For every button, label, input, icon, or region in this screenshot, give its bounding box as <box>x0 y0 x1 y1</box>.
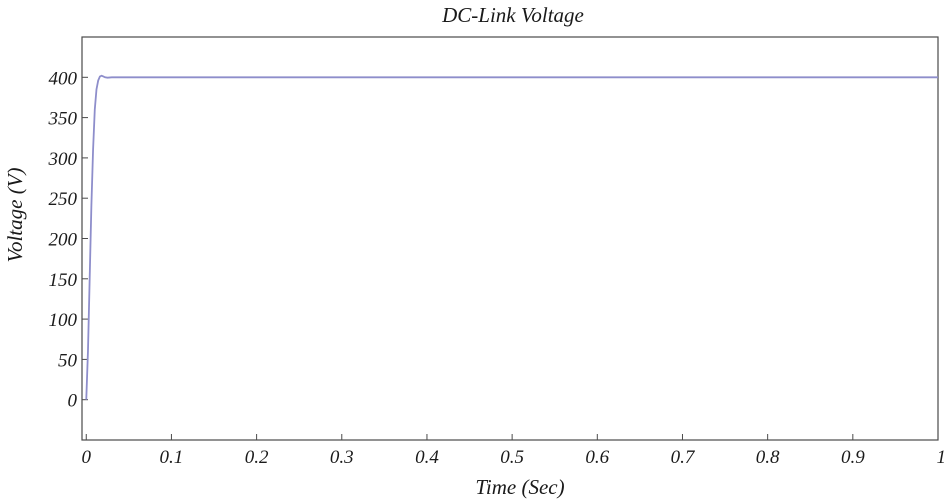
x-tick-label: 0.5 <box>500 447 524 468</box>
y-tick-label: 100 <box>49 310 78 331</box>
y-tick-label: 350 <box>48 109 78 130</box>
x-tick-label: 0.4 <box>415 447 439 468</box>
x-tick-label: 0.9 <box>841 447 865 468</box>
x-tick-label: 0.3 <box>330 447 354 468</box>
x-tick-label: 0.7 <box>671 447 696 468</box>
y-tick-label: 150 <box>49 270 78 291</box>
x-tick-label: 1 <box>937 447 947 468</box>
y-tick-label: 200 <box>49 230 78 251</box>
y-axis-label: Voltage (V) <box>3 167 27 262</box>
x-tick-label: 0.8 <box>756 447 780 468</box>
x-axis-label: Time (Sec) <box>475 475 564 499</box>
chart-title: DC-Link Voltage <box>441 3 584 27</box>
x-axis-ticks: 0 0.1 0.2 0.3 0.4 0.5 0.6 0.7 0.8 0.9 1 <box>82 434 946 468</box>
y-tick-label: 0 <box>68 391 78 412</box>
x-tick-label: 0.1 <box>160 447 184 468</box>
y-tick-label: 50 <box>58 350 78 371</box>
x-tick-label: 0.6 <box>585 447 609 468</box>
y-tick-label: 300 <box>48 149 78 170</box>
y-tick-label: 400 <box>49 68 78 89</box>
series-line <box>85 74 938 400</box>
x-tick-label: 0 <box>82 447 92 468</box>
y-tick-label: 250 <box>49 189 78 210</box>
plot-area <box>81 36 939 441</box>
y-axis-ticks: 0 50 100 150 200 250 300 350 400 <box>48 68 88 412</box>
x-tick-label: 0.2 <box>245 447 269 468</box>
